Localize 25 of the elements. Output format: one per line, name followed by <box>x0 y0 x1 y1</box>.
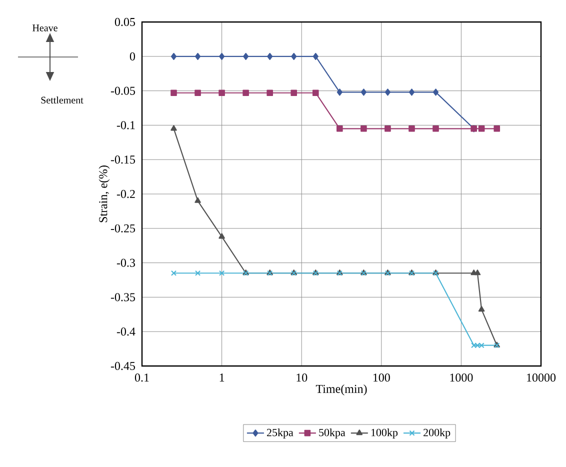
y-tick-label: 0 <box>130 52 136 60</box>
x-tick-label: 10 <box>296 374 308 382</box>
y-axis-title: Strain, e(%) <box>98 166 110 222</box>
y-tick-label: -0.05 <box>110 86 136 95</box>
x-tick-label: 1 <box>220 374 224 382</box>
y-tick-label: -0.2 <box>116 190 135 198</box>
y-tick-label: -0.45 <box>110 362 136 370</box>
text: Settlement <box>41 96 84 104</box>
legend-label: 200kp <box>424 428 450 438</box>
y-tick-label: -0.1 <box>116 121 135 130</box>
y-tick-label: -0.35 <box>110 293 136 302</box>
y-tick-label: -0.4 <box>116 328 136 336</box>
x-tick-label: 1000 <box>450 374 473 382</box>
legend-label: 100kp <box>371 428 398 438</box>
y-tick-label: -0.25 <box>110 224 136 232</box>
x-tick-label: 100 <box>373 374 390 382</box>
text: Heave <box>32 24 58 32</box>
y-tick-label: -0.15 <box>110 156 136 164</box>
legend-label: 50kpa <box>319 428 346 438</box>
y-tick-label: -0.3 <box>116 258 136 267</box>
x-tick-label: 0.1 <box>134 374 149 382</box>
x-axis-title: Time(min) <box>316 384 367 396</box>
y-tick-label: 0.05 <box>114 18 136 26</box>
legend-label: 25kpa <box>266 428 294 438</box>
x-tick-label: 10000 <box>527 374 556 382</box>
